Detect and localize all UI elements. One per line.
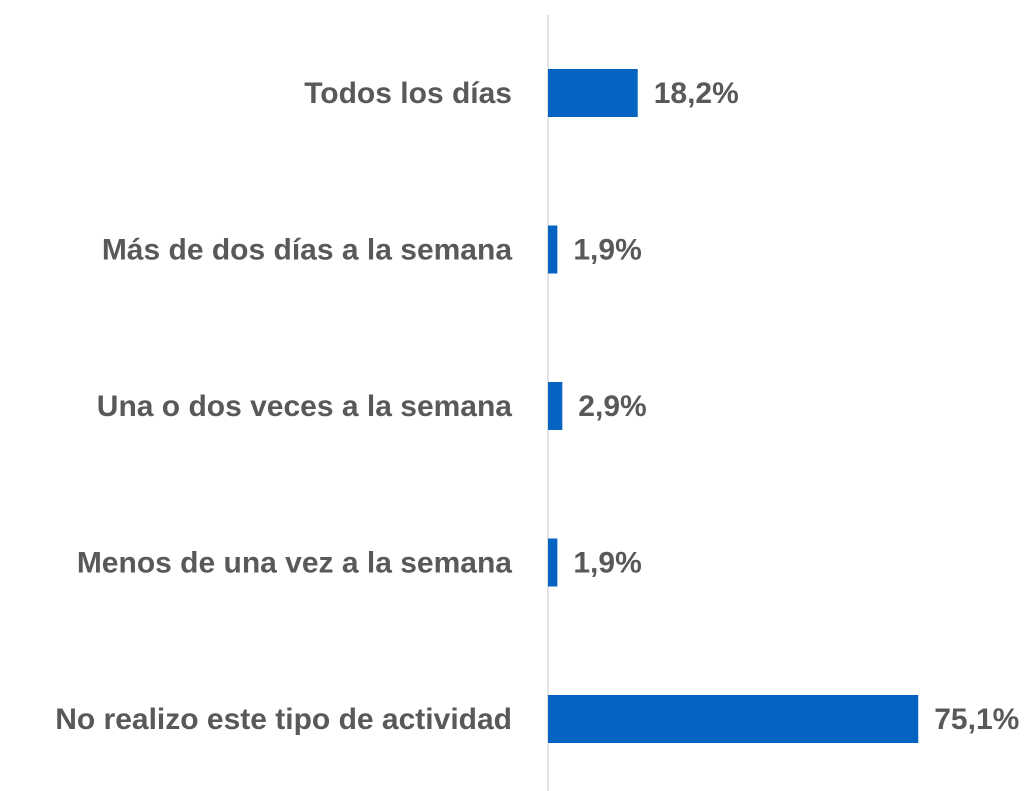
bar	[548, 695, 919, 743]
value-label: 1,9%	[573, 233, 641, 266]
value-label: 18,2%	[654, 77, 739, 110]
bar	[548, 69, 638, 117]
bar	[548, 382, 563, 430]
bar	[548, 538, 558, 587]
category-label: Más de dos días a la semana	[102, 233, 513, 266]
value-label: 75,1%	[934, 703, 1019, 736]
category-label: Menos de una vez a la semana	[77, 546, 512, 579]
category-label: Todos los días	[304, 77, 512, 110]
value-label: 2,9%	[578, 390, 646, 423]
value-label: 1,9%	[573, 546, 641, 579]
category-label: Una o dos veces a la semana	[97, 390, 513, 423]
category-label: No realizo este tipo de actividad	[55, 703, 512, 736]
bar	[548, 225, 558, 274]
